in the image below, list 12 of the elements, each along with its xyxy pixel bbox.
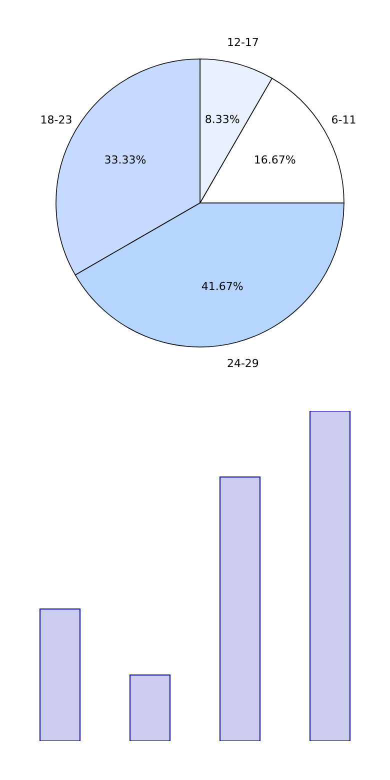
data-label: 8.33% bbox=[204, 113, 240, 126]
data-label: 41.67% bbox=[201, 280, 244, 293]
bar bbox=[130, 674, 170, 741]
bar bbox=[40, 608, 80, 741]
slice-label: 12-17 bbox=[226, 36, 259, 50]
data-label: 33.33% bbox=[104, 153, 146, 166]
slice-label: 18-23 bbox=[40, 113, 72, 126]
bar bbox=[310, 411, 350, 741]
slice-label: 6-11 bbox=[331, 113, 356, 126]
slice-label: 24-29 bbox=[226, 356, 259, 370]
bar bbox=[220, 476, 260, 741]
data-label: 16.67% bbox=[254, 153, 296, 166]
